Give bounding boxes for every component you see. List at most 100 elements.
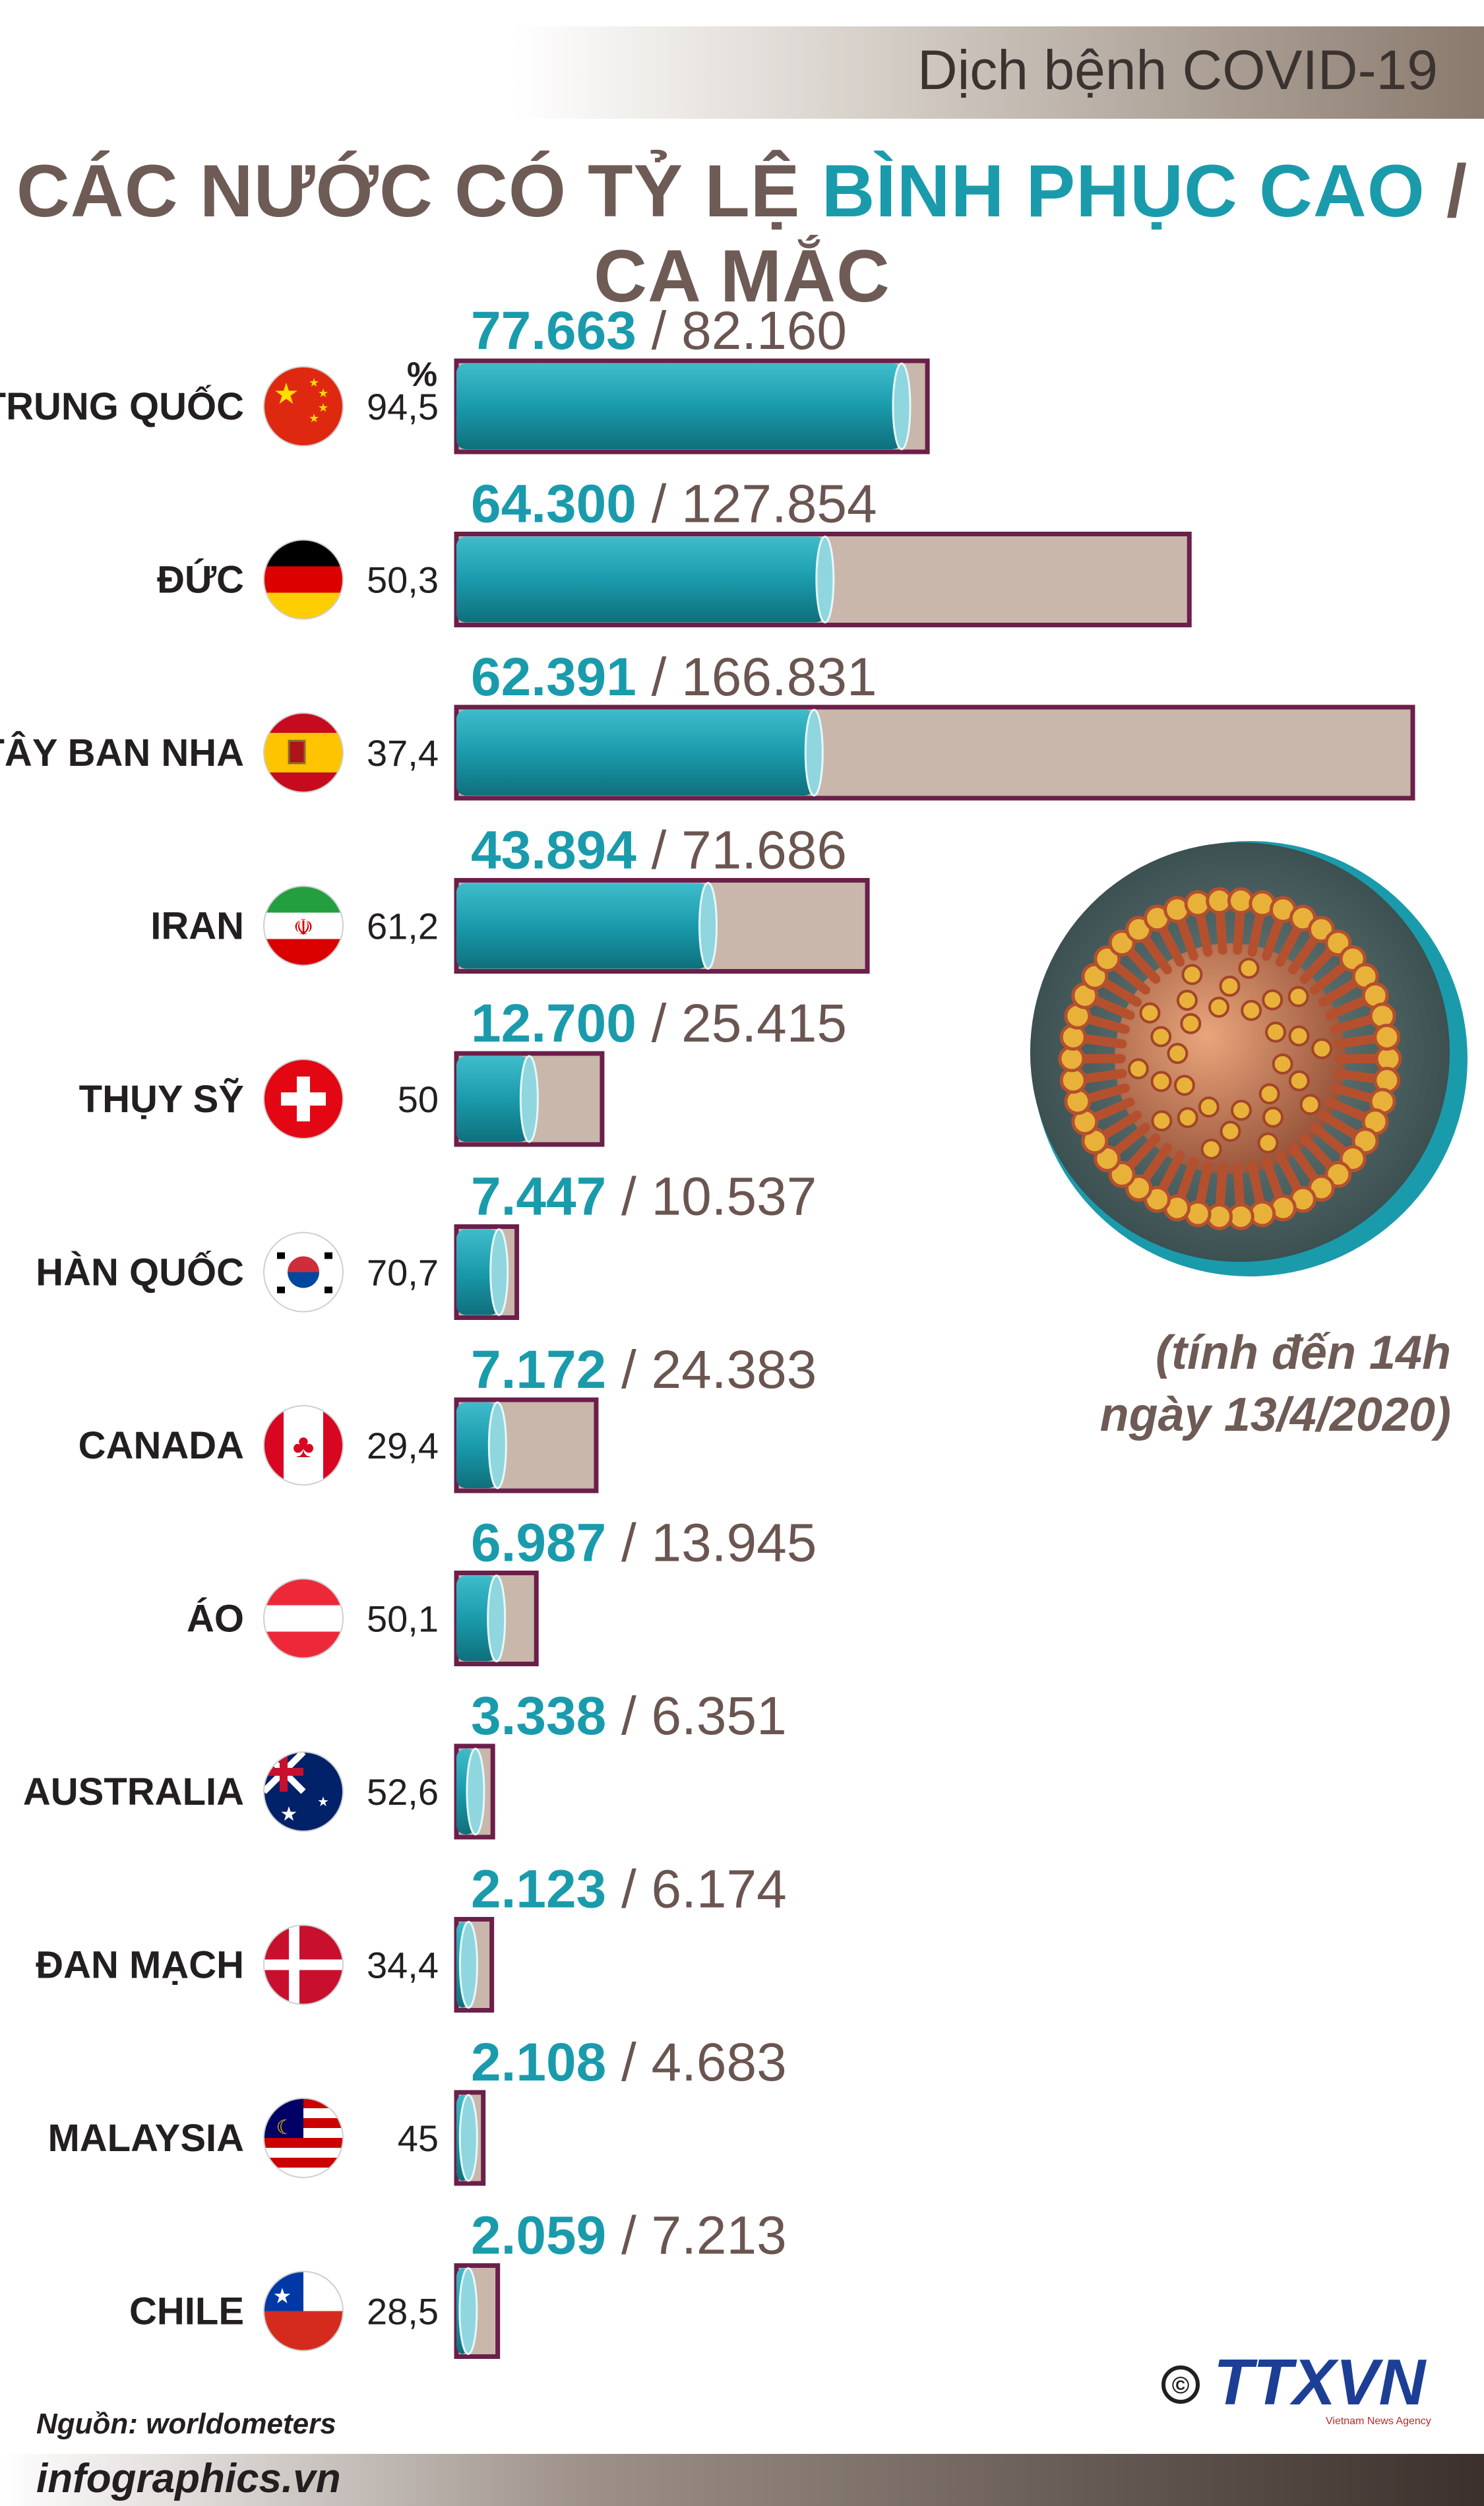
svg-text:☫: ☫ bbox=[294, 916, 313, 941]
recovered-bar bbox=[456, 536, 825, 623]
recovered-bar-end bbox=[698, 882, 718, 970]
country-label: IRAN bbox=[150, 905, 244, 948]
chart-row: TRUNG QUỐC ★ ★★★★ 94,5 77.663 / 82.160 bbox=[0, 301, 930, 454]
value-label: 3.338 / 6.351 bbox=[471, 1686, 787, 1746]
svg-text:♣: ♣ bbox=[293, 1427, 315, 1464]
percent-label: 50,3 bbox=[367, 559, 439, 601]
svg-text:©: © bbox=[1172, 2371, 1190, 2398]
recovered-bar bbox=[456, 1575, 497, 1662]
cases-value: / 24.383 bbox=[606, 1340, 817, 1400]
recovered-bar bbox=[456, 710, 815, 796]
svg-text:★: ★ bbox=[273, 2284, 292, 2308]
recovered-value: 43.894 bbox=[471, 821, 636, 881]
percent-label: 50,1 bbox=[367, 1598, 439, 1640]
value-label: 77.663 / 82.160 bbox=[471, 301, 847, 361]
percent-label: 52,6 bbox=[367, 1771, 439, 1813]
chart-row: HÀN QUỐC 70,7 7.447 / 10.537 bbox=[36, 1167, 817, 1320]
recovered-value: 77.663 bbox=[471, 301, 636, 361]
country-label: TÂY BAN NHA bbox=[0, 732, 244, 774]
recovered-bar-end bbox=[487, 1575, 507, 1662]
recovered-value: 2.059 bbox=[471, 2206, 606, 2266]
title-part2: / CA MẮC bbox=[594, 150, 1468, 317]
country-label: THỤY SỸ bbox=[79, 1078, 244, 1121]
australia-flag-icon: ★★ bbox=[263, 1751, 344, 1832]
recovered-bar-end bbox=[466, 1747, 485, 1836]
percent-label: 29,4 bbox=[367, 1425, 439, 1466]
percent-label: 45 bbox=[398, 2117, 439, 2159]
country-label: TRUNG QUỐC bbox=[0, 385, 244, 428]
country-label: ĐAN MẠCH bbox=[36, 1944, 244, 1987]
cases-value: / 7.213 bbox=[606, 2206, 787, 2266]
value-label: 7.447 / 10.537 bbox=[471, 1167, 817, 1227]
recovered-bar bbox=[456, 1402, 498, 1488]
source-text: Nguồn: worldometers bbox=[36, 2408, 336, 2440]
percent-label: 37,4 bbox=[367, 732, 439, 774]
recovered-value: 12.700 bbox=[471, 993, 636, 1053]
chart-row: AUSTRALIA★★ 52,63.338 / 6.351 bbox=[23, 1686, 787, 1840]
country-label: HÀN QUỐC bbox=[36, 1251, 244, 1294]
svg-text:★: ★ bbox=[318, 401, 328, 414]
svg-text:★: ★ bbox=[317, 1795, 329, 1809]
svg-text:★: ★ bbox=[309, 412, 319, 425]
svg-text:☾: ☾ bbox=[276, 2117, 294, 2139]
germany-flag-icon bbox=[263, 539, 344, 620]
value-label: 62.391 / 166.831 bbox=[471, 647, 877, 707]
header-tag: Dịch bệnh COVID-19 bbox=[917, 39, 1438, 101]
svg-text:TTXVN: TTXVN bbox=[1214, 2346, 1427, 2418]
percent-label: 50 bbox=[398, 1079, 439, 1120]
country-label: MALAYSIA bbox=[47, 2117, 244, 2160]
page-title: CÁC NƯỚC CÓ TỶ LỆ BÌNH PHỤC CAO / CA MẮC bbox=[0, 148, 1484, 319]
cases-value: / 13.945 bbox=[606, 1513, 817, 1573]
value-label: 43.894 / 71.686 bbox=[471, 821, 847, 881]
recovered-bar bbox=[456, 1229, 499, 1315]
percent-label: 34,4 bbox=[367, 1945, 439, 1986]
copyright-icon bbox=[1161, 2365, 1200, 2404]
percent-label: 28,5 bbox=[367, 2291, 439, 2333]
svg-text:★: ★ bbox=[280, 1803, 298, 1825]
switzerland-flag-icon bbox=[263, 1059, 344, 1139]
recovered-value: 3.338 bbox=[471, 1686, 606, 1746]
percent-label: 94,5 bbox=[367, 386, 439, 427]
website-link[interactable]: infographics.vn bbox=[36, 2456, 341, 2501]
value-label: 12.700 / 25.415 bbox=[471, 993, 847, 1053]
recovered-value: 64.300 bbox=[471, 474, 636, 534]
canada-flag-icon: ♣ bbox=[263, 1405, 344, 1486]
recovered-value: 62.391 bbox=[471, 647, 636, 707]
chart-row: CHILE ★ 28,5 2.059 / 7.213 bbox=[129, 2206, 787, 2359]
date-note: (tính đến 14h ngày 13/4/2020) bbox=[1100, 1323, 1451, 1446]
recovered-bar-end bbox=[458, 1921, 478, 2009]
chart-row: ĐAN MẠCH 34,4 2.123 / 6.174 bbox=[36, 1860, 787, 2013]
chart-row: ĐỨC 50,3 64.300 / 127.854 bbox=[157, 474, 1192, 627]
recovered-bar-end bbox=[804, 708, 824, 797]
china-flag-icon: ★ ★★★★ bbox=[263, 366, 344, 447]
country-label: CANADA bbox=[78, 1424, 244, 1467]
percent-label: 70,7 bbox=[367, 1252, 439, 1294]
percent-header: % bbox=[407, 356, 437, 394]
cases-value: / 166.831 bbox=[636, 647, 877, 707]
recovered-bar-end bbox=[489, 1228, 509, 1316]
recovered-bar-end bbox=[487, 1401, 507, 1489]
chart-row: MALAYSIA ☾ 45 2.108 / 4.683 bbox=[47, 2032, 787, 2186]
spain-flag-icon bbox=[263, 712, 344, 793]
value-label: 2.108 / 4.683 bbox=[471, 2032, 787, 2092]
cases-value: / 6.351 bbox=[606, 1686, 787, 1746]
country-label: CHILE bbox=[129, 2290, 244, 2333]
cases-value: / 25.415 bbox=[636, 993, 847, 1053]
percent-label: 61,2 bbox=[367, 906, 439, 947]
svg-text:★: ★ bbox=[273, 378, 299, 410]
value-label: 2.123 / 6.174 bbox=[471, 1860, 787, 1920]
country-label: ĐỨC bbox=[157, 559, 244, 602]
value-label: 7.172 / 24.383 bbox=[471, 1340, 817, 1400]
chile-flag-icon: ★ bbox=[263, 2271, 344, 2352]
cases-value: / 127.854 bbox=[636, 474, 877, 534]
recovered-value: 2.108 bbox=[471, 2032, 606, 2092]
value-label: 2.059 / 7.213 bbox=[471, 2206, 787, 2266]
denmark-flag-icon bbox=[263, 1924, 344, 2005]
recovered-bar bbox=[456, 1056, 530, 1142]
chart-row: CANADA ♣ 29,4 7.172 / 24.383 bbox=[78, 1340, 817, 1493]
malaysia-flag-icon: ☾ bbox=[263, 2098, 344, 2178]
value-label: 64.300 / 127.854 bbox=[471, 474, 877, 534]
title-highlight: BÌNH PHỤC CAO bbox=[821, 150, 1425, 232]
country-label: ÁO bbox=[187, 1598, 244, 1641]
recovered-value: 7.447 bbox=[471, 1167, 606, 1227]
